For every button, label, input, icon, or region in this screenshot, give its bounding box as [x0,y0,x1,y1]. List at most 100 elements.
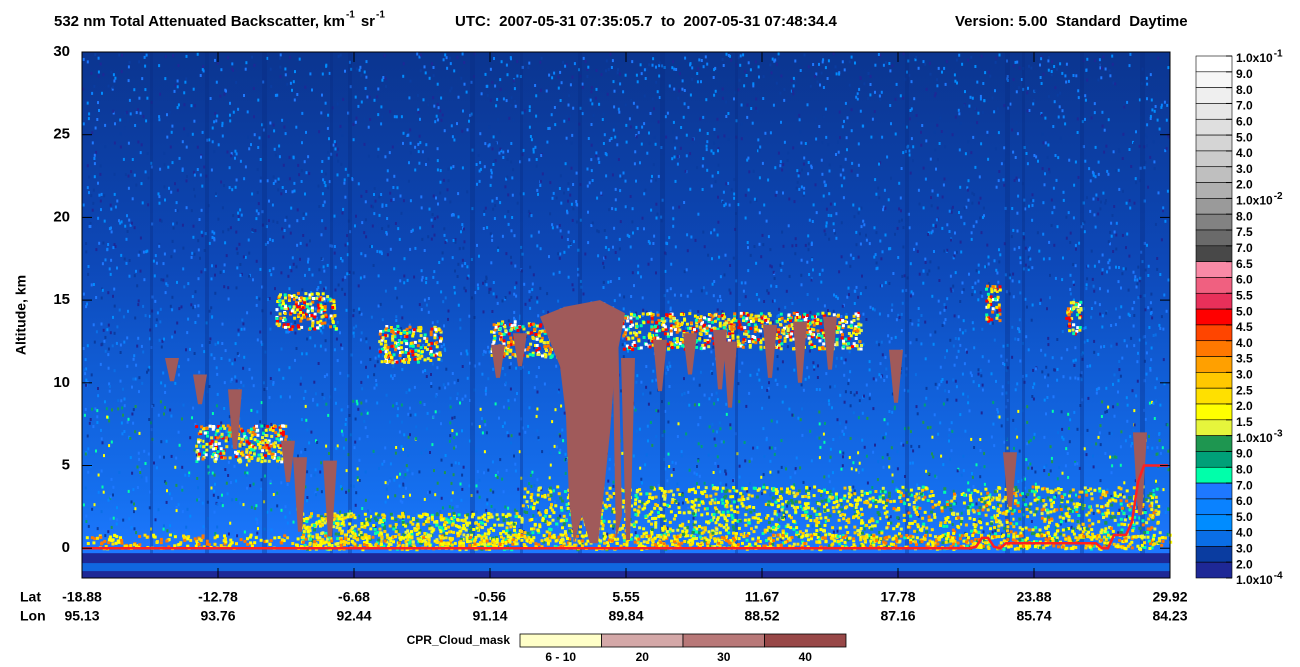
speckle [1103,150,1106,154]
speckle [1048,170,1051,174]
speckle [345,469,348,473]
speckle [457,192,460,196]
speckle [976,497,979,501]
speckle [781,400,784,404]
speckle [399,472,401,476]
speckle [406,278,409,282]
speckle [321,160,324,163]
speckle [530,234,533,238]
speckle [181,485,184,489]
speckle [209,97,212,100]
speckle [227,297,230,301]
speckle [792,76,795,80]
speckle [753,197,756,201]
speckle [442,383,445,387]
speckle [193,252,196,256]
speckle [710,184,713,188]
speckle [181,140,184,144]
speckle [317,362,320,365]
speckle [117,399,120,403]
speckle [875,340,878,344]
speckle [950,207,953,211]
speckle [1115,221,1118,225]
speckle [147,203,150,207]
speckle [502,97,505,101]
speckle [350,353,353,357]
speckle [710,350,713,354]
speckle [563,458,566,462]
speckle [1083,230,1086,234]
speckle [487,345,490,349]
speckle [582,56,585,60]
speckle [931,294,934,298]
speckle [924,62,927,66]
speckle [560,201,563,205]
speckle [137,253,140,257]
speckle [176,209,179,212]
speckle [311,88,313,92]
speckle [128,218,131,222]
speckle [1104,452,1107,455]
speckle [85,514,88,518]
speckle [983,452,986,456]
speckle [548,73,551,77]
speckle [510,255,512,259]
speckle [91,131,94,135]
speckle [653,135,656,139]
speckle [700,289,703,293]
speckle [438,410,441,414]
speckle [457,215,460,219]
speckle [194,304,196,308]
speckle [777,52,780,56]
speckle [590,224,593,227]
speckle [183,127,186,131]
speckle [324,339,327,343]
speckle [579,106,582,110]
speckle [502,405,505,409]
speckle [291,190,294,194]
speckle [389,462,392,466]
speckle [142,250,145,254]
speckle [471,296,473,300]
speckle [1090,249,1093,253]
speckle [149,421,152,425]
speckle [511,176,514,180]
speckle [1073,410,1076,414]
speckle [744,295,747,299]
speckle [499,201,502,205]
speckle [993,514,996,518]
speckle [491,460,494,464]
speckle [898,181,901,185]
speckle [579,218,582,222]
speckle [1166,189,1169,193]
speckle [229,226,232,230]
speckle [307,260,309,264]
speckle [162,278,165,282]
speckle [1026,305,1028,309]
speckle [433,270,436,274]
speckle [841,125,844,129]
speckle [887,314,890,318]
speckle [724,202,727,206]
speckle [459,401,461,405]
speckle [825,372,828,376]
speckle [900,209,902,213]
speckle [1099,312,1102,316]
speckle [1093,339,1096,343]
speckle [675,533,678,537]
speckle [508,291,511,295]
speckle [519,367,522,370]
speckle [879,239,882,243]
speckle [703,393,706,397]
speckle [427,103,430,107]
speckle [952,284,955,288]
speckle [173,89,176,93]
speckle [349,433,352,437]
speckle [88,112,91,116]
speckle [733,489,736,492]
speckle [1017,480,1020,483]
speckle [693,403,696,407]
speckle [1107,172,1110,176]
speckle [1073,364,1076,367]
